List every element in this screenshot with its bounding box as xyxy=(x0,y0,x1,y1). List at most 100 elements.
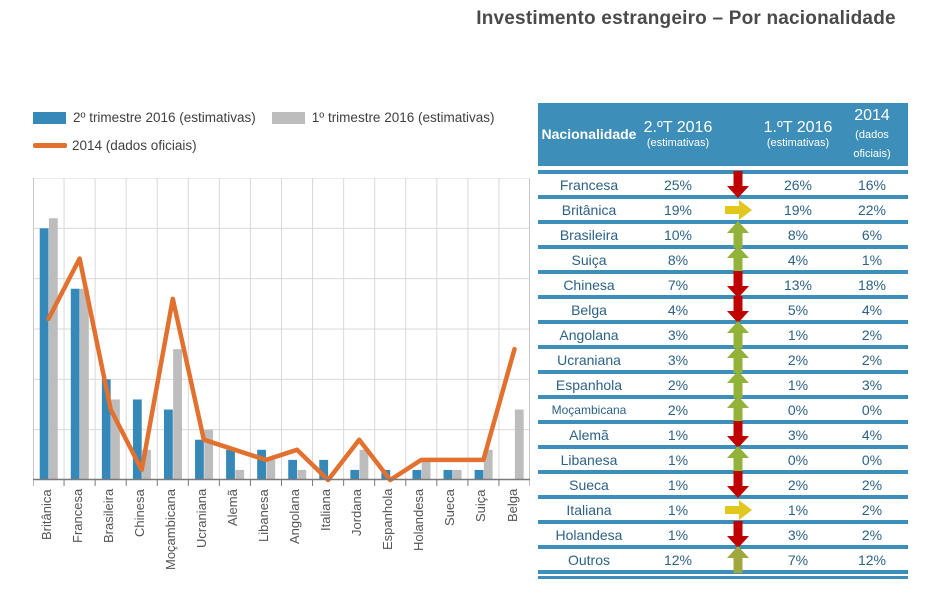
table-row-Chinesa: Chinesa 7% 13% 18% xyxy=(538,270,908,298)
trend-up-arrow-icon xyxy=(727,246,749,273)
bar-q1-Jordana xyxy=(359,449,369,480)
table-row-Outros: Outros 12% 7% 12% xyxy=(538,545,908,574)
q2-2016-cell: 1% xyxy=(667,501,689,518)
q2-2016-cell: 3% xyxy=(667,351,689,368)
q1-2016-cell: 1% xyxy=(787,501,809,518)
q1-2016-cell: 13% xyxy=(783,276,813,293)
y2014-cell: 2% xyxy=(861,476,883,493)
x-label-Holandesa: Holandesa xyxy=(411,489,427,552)
trend-down-arrow-icon xyxy=(727,271,749,298)
table-row-Espanhola: Espanhola 2% 1% 3% xyxy=(538,370,908,398)
bar-q2-Alemã xyxy=(226,449,235,480)
q2-2016-cell: 8% xyxy=(667,251,689,268)
trend-up-arrow-icon xyxy=(727,321,749,348)
table-row-Moçambicana: Moçambicana 2% 0% 0% xyxy=(538,395,908,423)
y2014-cell: 1% xyxy=(861,251,883,268)
y2014-cell: 4% xyxy=(861,426,883,443)
q2-2016-cell: 3% xyxy=(667,326,689,343)
x-label-Moçambicana: Moçambicana xyxy=(162,489,178,570)
trend-right-arrow-icon xyxy=(724,499,752,520)
bar-q2-Chinesa xyxy=(132,399,142,480)
q2-2016-cell: 12% xyxy=(663,551,693,568)
q1-2016-cell: 3% xyxy=(787,426,809,443)
table-row-Angolana: Angolana 3% 1% 2% xyxy=(538,320,908,348)
q2-2016-cell: 10% xyxy=(663,226,693,243)
bar-q2-Sueca xyxy=(443,469,453,480)
trend-cell xyxy=(716,246,760,273)
bar-q1-Ucraniana xyxy=(204,429,214,480)
trend-down-arrow-icon xyxy=(727,521,749,548)
nationality-cell: Alemã xyxy=(569,426,609,443)
bar-q2-Brasileira xyxy=(101,379,111,480)
q1-2016-cell: 5% xyxy=(787,301,809,318)
q1-2016-cell: 3% xyxy=(787,526,809,543)
y2014-cell: 2% xyxy=(861,526,883,543)
bar-q1-Holandesa xyxy=(421,459,431,480)
bar-q2-Ucraniana xyxy=(195,439,204,480)
q1-2016-cell: 26% xyxy=(783,176,813,193)
x-label-Angolana: Angolana xyxy=(287,489,302,544)
y2014-cell: 0% xyxy=(861,401,883,418)
bar-q1-Chinesa xyxy=(142,449,151,480)
bar-q2-Moçambicana xyxy=(163,409,173,480)
y2014-cell: 6% xyxy=(861,226,883,243)
bar-q1-Alemã xyxy=(235,469,245,480)
y2014-cell: 12% xyxy=(857,551,887,568)
q2-2016-cell: 1% xyxy=(667,476,689,493)
table-body: Francesa 25% 26% 16% Britânica 19% 19% 22% Brasi… xyxy=(538,170,908,574)
nationality-cell: Moçambicana xyxy=(551,402,627,417)
y2014-cell: 2% xyxy=(861,351,883,368)
nationality-cell: Angolana xyxy=(559,326,619,343)
q1-2016-cell: 0% xyxy=(787,401,809,418)
nationality-cell: Chinesa xyxy=(563,276,615,293)
trend-up-arrow-icon xyxy=(727,446,749,473)
trend-cell xyxy=(716,171,760,198)
bar-q2-Angolana xyxy=(288,459,298,480)
q2-2016-cell: 1% xyxy=(667,426,689,443)
q2-2016-cell: 25% xyxy=(663,176,693,193)
col-header-2014: 2014 (dados oficiais) xyxy=(853,106,891,160)
trend-up-arrow-icon xyxy=(727,546,749,573)
legend-swatch-blue-bar-icon xyxy=(33,111,66,124)
bar-q2-Suiça xyxy=(474,469,484,480)
nationality-table: Nacionalidade 2.ºT 2016 (estimativas) 1.… xyxy=(538,103,908,579)
y2014-cell: 18% xyxy=(857,276,887,293)
trend-cell xyxy=(716,221,760,248)
legend-label-q1-2016: 1º trimestre 2016 (estimativas) xyxy=(311,110,495,125)
table-row-Suiça: Suiça 8% 4% 1% xyxy=(538,245,908,273)
trend-cell xyxy=(716,296,760,323)
table-row-Ucraniana: Ucraniana 3% 2% 2% xyxy=(538,345,908,373)
x-axis-labels: Britânica Francesa Brasileira Chinesa Moçamb… xyxy=(33,489,530,594)
legend-swatch-orange-line-icon xyxy=(33,143,67,148)
y2014-cell: 2% xyxy=(861,326,883,343)
trend-up-arrow-icon xyxy=(727,221,749,248)
trend-down-arrow-icon xyxy=(727,421,749,448)
bar-q1-Moçambicana xyxy=(173,349,182,480)
x-label-Belga: Belga xyxy=(504,489,520,523)
table-row-Brasileira: Brasileira 10% 8% 6% xyxy=(538,220,908,248)
chart-plot xyxy=(32,177,531,486)
bar-q2-Italiana xyxy=(319,459,329,480)
bar-q1-Libanesa xyxy=(266,459,276,480)
x-label-Ucraniana: Ucraniana xyxy=(193,489,209,549)
trend-cell xyxy=(716,371,760,398)
q1-2016-cell: 4% xyxy=(787,251,809,268)
y2014-cell: 4% xyxy=(861,301,883,318)
q2-2016-cell: 1% xyxy=(667,526,689,543)
bar-line-chart xyxy=(32,177,531,488)
nationality-cell: Britânica xyxy=(561,201,617,218)
q1-2016-cell: 19% xyxy=(783,201,813,218)
table-header-row: Nacionalidade 2.ºT 2016 (estimativas) 1.… xyxy=(538,103,908,166)
bar-q1-Suiça xyxy=(483,449,493,480)
x-label-Francesa: Francesa xyxy=(69,489,85,544)
nationality-cell: Brasileira xyxy=(559,226,619,243)
nationality-cell: Ucraniana xyxy=(557,351,621,368)
trend-up-arrow-icon xyxy=(727,396,749,423)
y2014-cell: 0% xyxy=(861,451,883,468)
trend-right-arrow-icon xyxy=(724,199,752,220)
q1-2016-cell: 0% xyxy=(787,451,809,468)
bar-q2-Jordana xyxy=(350,469,360,480)
table-row-Britânica: Britânica 19% 19% 22% xyxy=(538,195,908,220)
table-row-Alemã: Alemã 1% 3% 4% xyxy=(538,420,908,448)
bar-q1-Sueca xyxy=(452,469,462,480)
